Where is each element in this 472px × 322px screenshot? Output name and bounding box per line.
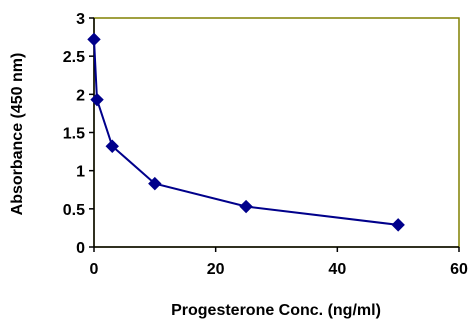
y-tick-label: 1	[76, 164, 85, 181]
plot-area-border	[93, 17, 460, 248]
axes	[93, 18, 459, 248]
y-tick-label: 1.5	[63, 126, 85, 143]
series-layer	[87, 32, 405, 232]
y-tick-label: 0.5	[63, 202, 85, 219]
data-point-marker	[105, 139, 119, 153]
y-axis-ticks: 0 0.5 1 1.5 2 2.5 3	[63, 11, 94, 257]
series-line	[93, 39, 399, 226]
x-axis-ticks: 0 20 40 60	[90, 247, 468, 278]
x-axis-title: Progesterone Conc. (ng/ml)	[171, 302, 381, 319]
data-point-marker	[148, 176, 162, 191]
x-tick-label: 0	[90, 261, 99, 278]
data-point-marker	[391, 218, 405, 232]
y-tick-label: 2.5	[63, 49, 85, 66]
y-tick-label: 0	[76, 240, 85, 257]
data-point-marker	[87, 32, 101, 47]
y-axis-title: Absorbance (450 nm)	[9, 53, 26, 216]
data-point-marker	[239, 199, 253, 214]
y-tick-label: 3	[76, 11, 85, 28]
y-tick-label: 2	[76, 87, 85, 104]
x-tick-label: 60	[450, 261, 468, 278]
data-point-marker	[90, 92, 104, 107]
x-tick-label: 20	[207, 261, 225, 278]
x-tick-label: 40	[328, 261, 346, 278]
